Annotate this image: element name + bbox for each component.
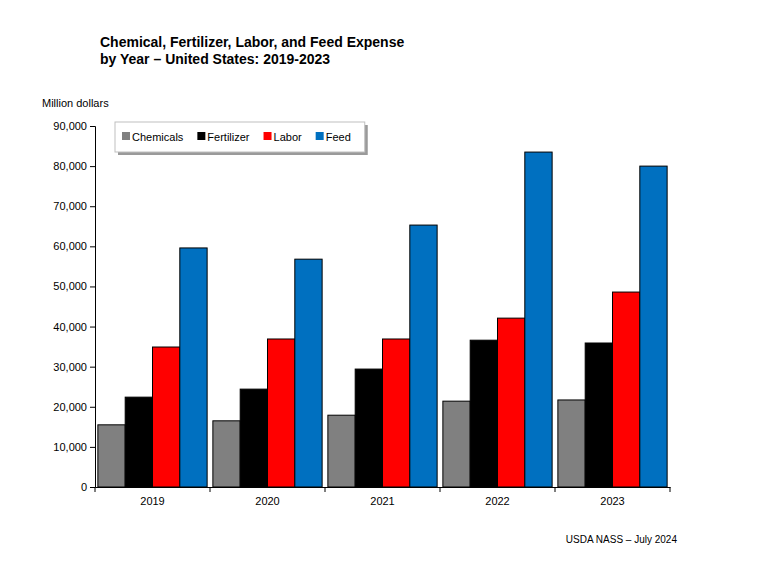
y-tick-label: 0 — [81, 481, 87, 493]
y-tick-label: 30,000 — [53, 361, 87, 373]
y-tick-label: 50,000 — [53, 280, 87, 292]
y-tick-label: 70,000 — [53, 200, 87, 212]
x-tick-label: 2021 — [370, 495, 394, 507]
bar — [613, 292, 640, 487]
bar — [558, 400, 585, 487]
bar — [443, 401, 470, 487]
y-tick: 30,000 — [53, 361, 95, 373]
bar-series — [153, 292, 640, 487]
y-tick-mark — [90, 407, 95, 408]
x-boundary-tick — [95, 487, 96, 492]
y-tick-mark — [90, 126, 95, 127]
y-tick-mark — [90, 447, 95, 448]
y-tick: 60,000 — [53, 240, 95, 252]
y-tick-mark — [90, 367, 95, 368]
x-boundary-ticks — [95, 487, 670, 492]
x-tick: 2020 — [255, 487, 279, 507]
y-tick: 90,000 — [53, 120, 95, 132]
legend-swatch — [122, 132, 130, 140]
y-tick-label: 20,000 — [53, 401, 87, 413]
chart: Chemical, Fertilizer, Labor, and Feed Ex… — [0, 0, 760, 570]
x-tick: 2022 — [485, 487, 509, 507]
legend-label: Labor — [274, 131, 302, 143]
x-boundary-tick — [670, 487, 671, 492]
bar — [355, 369, 382, 487]
y-tick: 40,000 — [53, 321, 95, 333]
bar — [295, 259, 322, 487]
y-axis-line — [90, 127, 96, 488]
bar — [640, 166, 667, 487]
x-tick-label: 2019 — [140, 495, 164, 507]
bar — [328, 415, 355, 487]
bar — [98, 425, 125, 487]
bar — [585, 343, 612, 487]
bar-series — [180, 152, 667, 487]
y-tick-label: 40,000 — [53, 321, 87, 333]
legend: Chemicals Fertilizer Labor Feed — [115, 122, 368, 155]
y-axis-title: Million dollars — [42, 97, 109, 109]
bar — [240, 389, 267, 487]
x-tick-label: 2023 — [600, 495, 624, 507]
bars — [98, 152, 667, 487]
y-tick-label: 10,000 — [53, 441, 87, 453]
y-tick: 10,000 — [53, 441, 95, 453]
x-axis: 2019 2020 2021 2022 2023 — [96, 487, 671, 507]
bar — [213, 421, 240, 487]
bar — [525, 152, 552, 487]
y-tick-label: 60,000 — [53, 240, 87, 252]
x-boundary-tick — [210, 487, 211, 492]
x-axis-line — [96, 487, 671, 488]
y-tick-mark — [90, 166, 95, 167]
title-line: by Year – United States: 2019-2023 — [100, 51, 330, 67]
x-tick: 2023 — [600, 487, 624, 507]
legend-label: Chemicals — [132, 131, 184, 143]
x-tick-label: 2022 — [485, 495, 509, 507]
x-tick-label: 2020 — [255, 495, 279, 507]
y-tick-mark — [90, 206, 95, 207]
y-tick-label: 90,000 — [53, 120, 87, 132]
legend-box — [115, 122, 365, 152]
x-tick: 2019 — [140, 487, 164, 507]
y-tick-mark — [90, 327, 95, 328]
y-axis: 0 10,000 20,000 30,000 40,000 50,000 60,000 70,… — [53, 120, 95, 493]
y-tick-label: 80,000 — [53, 160, 87, 172]
y-tick: 50,000 — [53, 280, 95, 292]
bar — [410, 225, 437, 487]
legend-swatch — [264, 132, 272, 140]
bar — [470, 340, 497, 487]
bar — [268, 339, 295, 487]
legend-swatch — [316, 132, 324, 140]
title: Chemical, Fertilizer, Labor, and Feed Ex… — [100, 34, 404, 67]
legend-label: Feed — [326, 131, 351, 143]
y-tick-mark — [90, 487, 95, 488]
y-tick: 80,000 — [53, 160, 95, 172]
y-tick: 70,000 — [53, 200, 95, 212]
bar — [153, 347, 180, 487]
y-tick: 20,000 — [53, 401, 95, 413]
y-tick: 0 — [81, 481, 95, 493]
x-boundary-tick — [555, 487, 556, 492]
legend-label: Fertilizer — [207, 131, 250, 143]
bar — [180, 248, 207, 487]
x-boundary-tick — [325, 487, 326, 492]
bar — [383, 339, 410, 487]
bar — [498, 318, 525, 487]
legend-swatch — [197, 132, 205, 140]
source-note: USDA NASS – July 2024 — [566, 534, 678, 545]
x-tick: 2021 — [370, 487, 394, 507]
bar — [125, 397, 152, 487]
y-tick-mark — [90, 286, 95, 287]
x-boundary-tick — [440, 487, 441, 492]
title-line: Chemical, Fertilizer, Labor, and Feed Ex… — [100, 34, 404, 50]
y-tick-mark — [90, 246, 95, 247]
